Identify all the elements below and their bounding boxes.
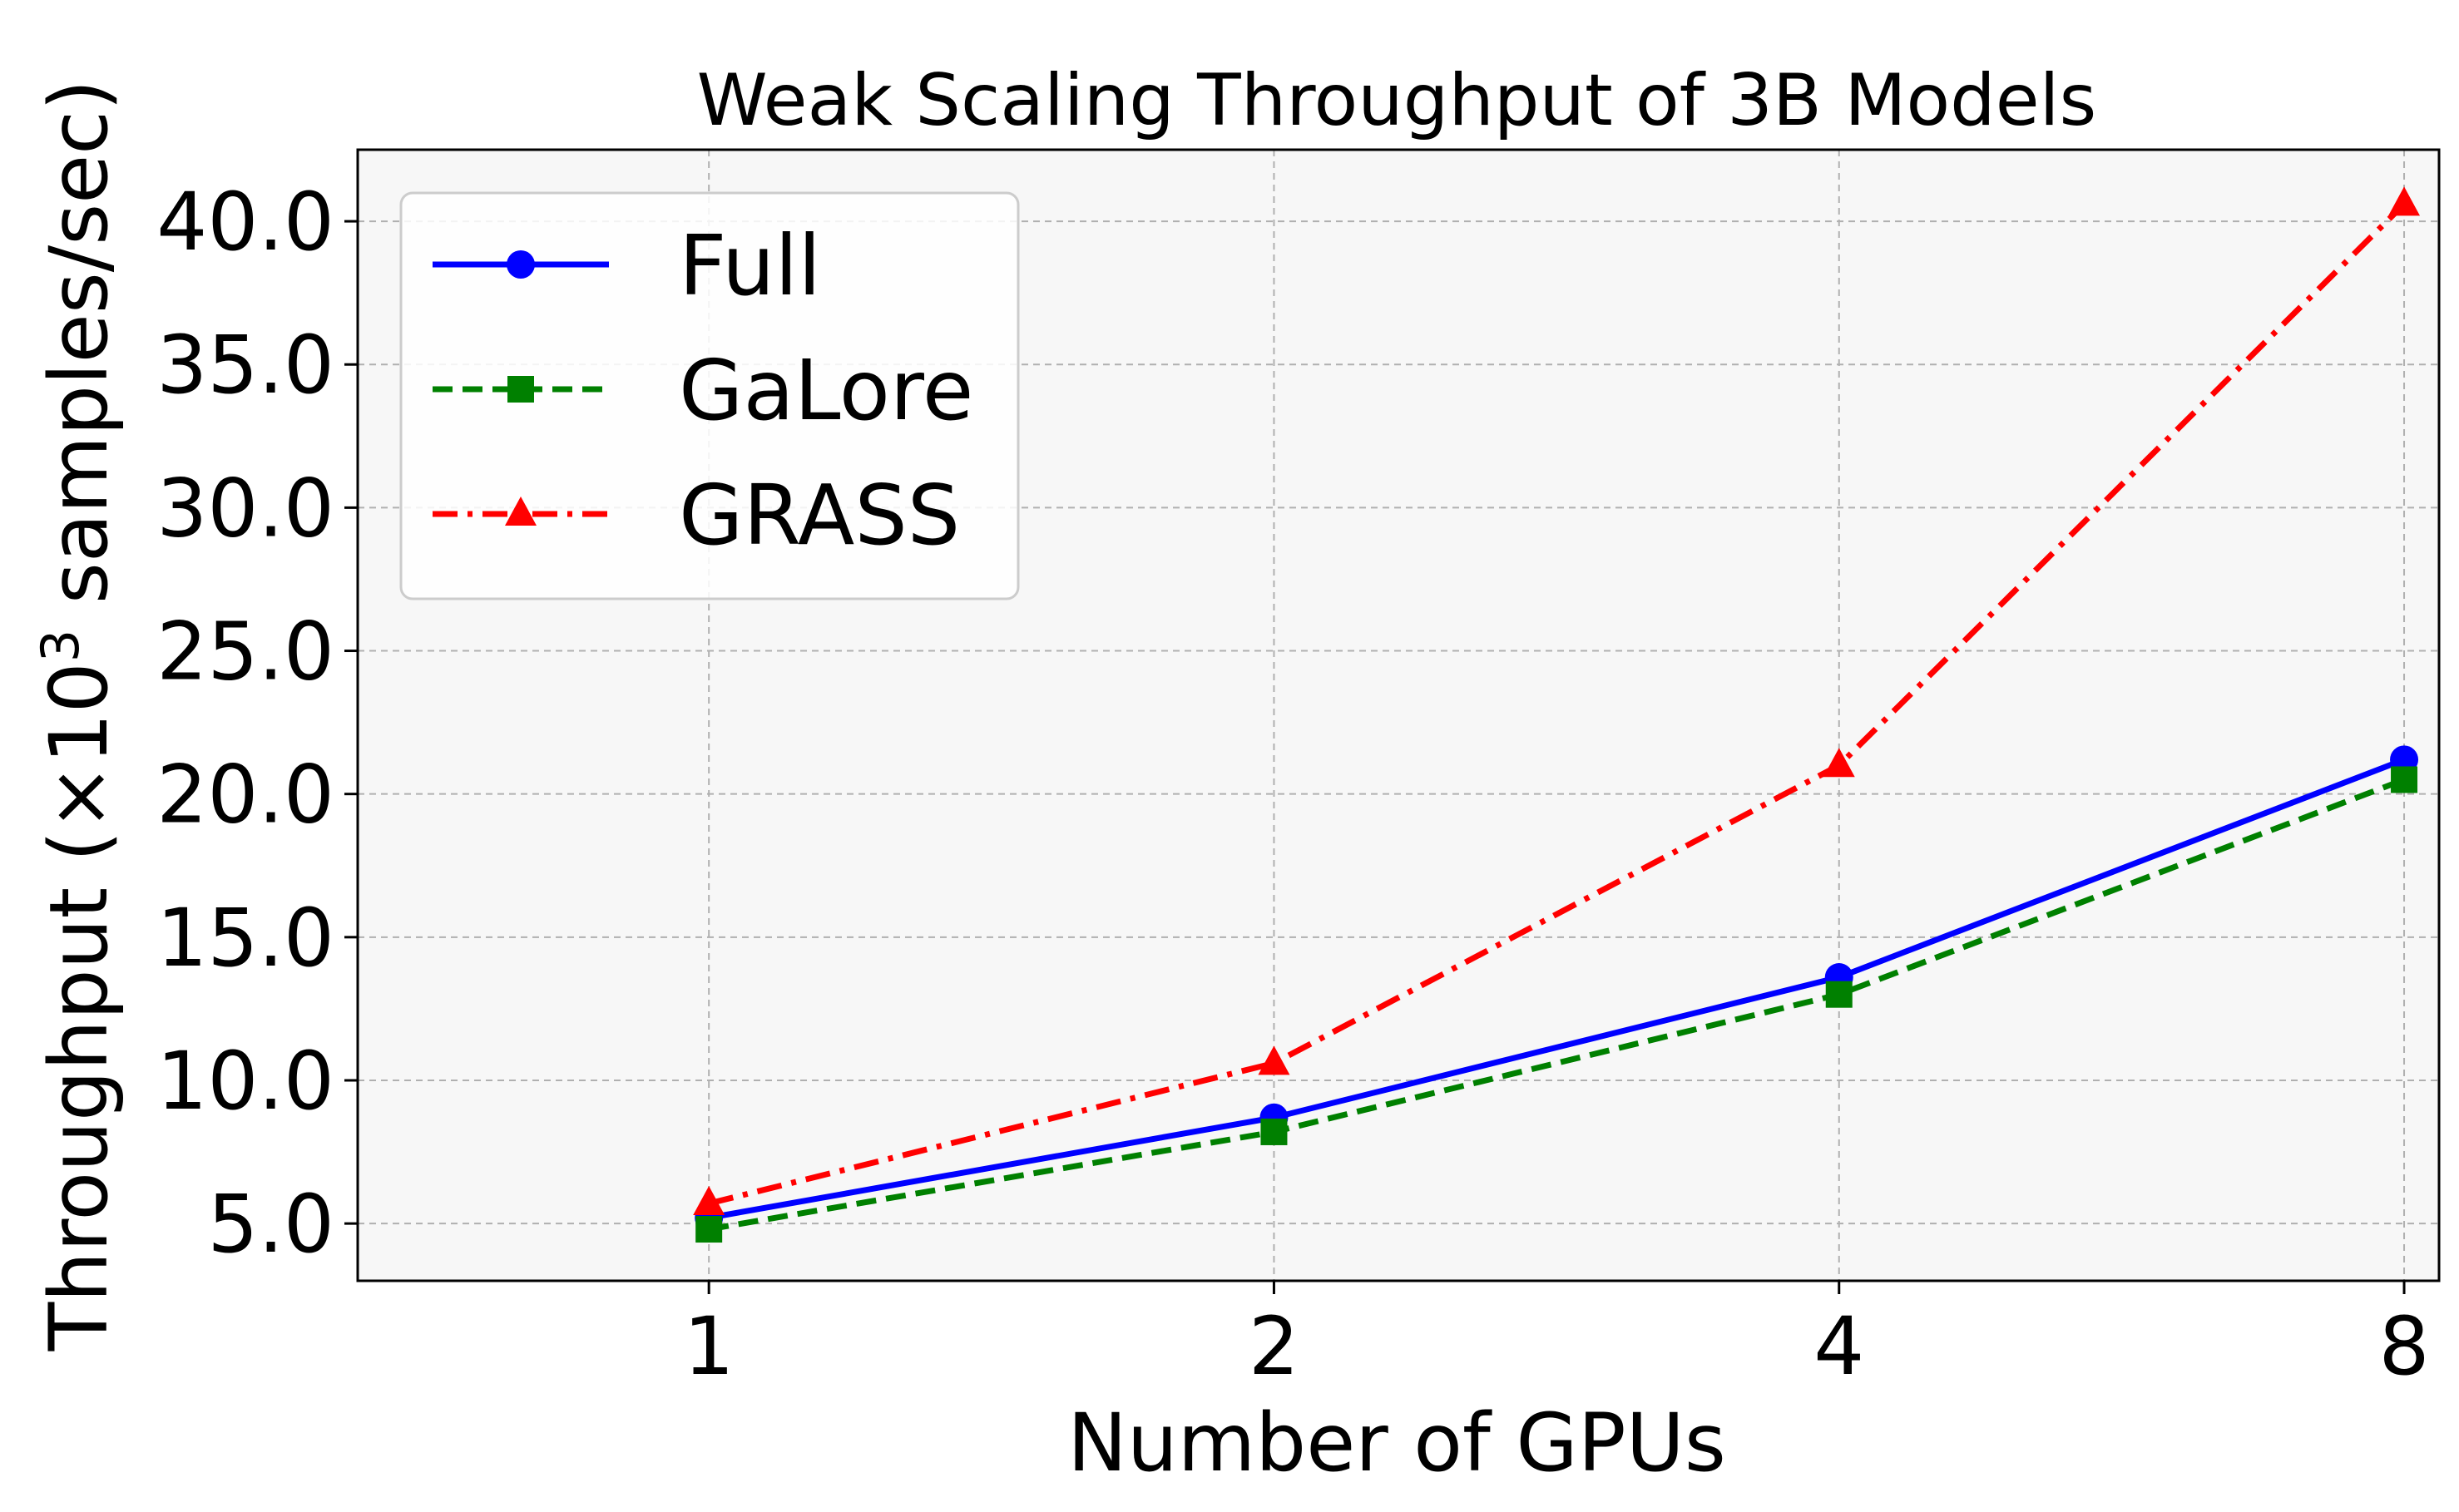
x-tick-label: 1 bbox=[684, 1300, 735, 1393]
legend-label: GaLore bbox=[679, 342, 973, 439]
grass-point bbox=[2388, 186, 2421, 216]
legend-swatch-marker bbox=[505, 497, 537, 526]
y-tick-label: 25.0 bbox=[156, 605, 334, 699]
legend-item-full: Full bbox=[433, 217, 821, 314]
galore-point bbox=[695, 1216, 723, 1243]
galore-point bbox=[1825, 981, 1853, 1008]
y-tick-label: 40.0 bbox=[156, 175, 334, 269]
legend-label: GRASS bbox=[679, 467, 960, 564]
legend-swatch-marker bbox=[507, 376, 534, 403]
x-axis-label: Number of GPUs bbox=[1067, 1396, 1726, 1490]
series-galore bbox=[695, 766, 2418, 1243]
legend-swatch-marker bbox=[507, 250, 535, 279]
y-tick-label: 5.0 bbox=[207, 1178, 334, 1271]
chart-title: Weak Scaling Throughput of 3B Models bbox=[697, 59, 2097, 142]
x-tick-label: 4 bbox=[1813, 1300, 1864, 1393]
y-tick-label: 20.0 bbox=[156, 749, 334, 842]
plot-frame bbox=[356, 148, 2441, 1282]
y-tick-label: 30.0 bbox=[156, 462, 334, 555]
legend-item-grass: GRASS bbox=[433, 467, 960, 564]
grass-line bbox=[708, 201, 2407, 1207]
grass-point bbox=[1823, 748, 1855, 778]
series-layer bbox=[693, 186, 2421, 1243]
full-line bbox=[708, 757, 2406, 1221]
series-grass bbox=[693, 186, 2421, 1216]
x-tick-label: 2 bbox=[1249, 1300, 1299, 1393]
legend-box bbox=[399, 191, 1020, 600]
galore-line bbox=[708, 777, 2406, 1233]
ticks-layer: 1 2 4 8 5.0 10.0 15.0 20.0 25.0 30.0 35.0 40.0 bbox=[156, 175, 2429, 1393]
galore-point bbox=[2391, 766, 2418, 793]
y-tick-label: 10.0 bbox=[156, 1035, 334, 1128]
y-tick-label: 35.0 bbox=[156, 319, 334, 412]
grass-point bbox=[1258, 1045, 1290, 1075]
grass-point bbox=[693, 1186, 725, 1216]
legend-label: Full bbox=[679, 217, 821, 314]
legend-item-galore: GaLore bbox=[433, 342, 973, 439]
y-axis-label: Throughput (×103 samples/sec) bbox=[30, 80, 126, 1352]
legend: Full GaLore GRASS bbox=[399, 191, 1020, 600]
y-tick-label: 15.0 bbox=[156, 892, 334, 985]
x-tick-label: 8 bbox=[2378, 1300, 2429, 1393]
galore-point bbox=[1260, 1118, 1288, 1145]
